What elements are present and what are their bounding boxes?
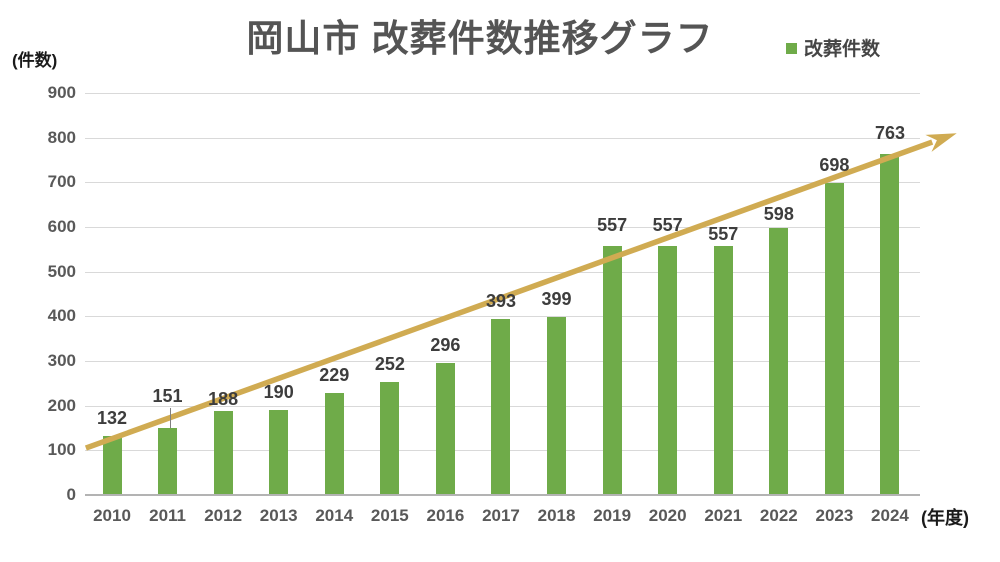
bar-value-label: 393 xyxy=(485,291,516,312)
bar xyxy=(713,246,733,494)
bar-value-label: 598 xyxy=(763,203,794,224)
bar xyxy=(491,319,511,494)
y-tick-label: 700 xyxy=(47,172,76,192)
legend: 改葬件数 xyxy=(786,34,880,61)
bar xyxy=(380,382,400,494)
bar xyxy=(102,436,122,494)
y-tick-label: 900 xyxy=(47,83,76,102)
x-tick-label: 2017 xyxy=(482,506,520,525)
y-tick-label: 400 xyxy=(47,306,76,326)
bar xyxy=(158,427,178,494)
x-tick-label: 2019 xyxy=(593,506,632,525)
bar xyxy=(880,154,900,494)
gridline xyxy=(85,316,920,318)
bar-value-label: 296 xyxy=(430,334,461,355)
bar-value-label: 557 xyxy=(652,215,683,236)
y-tick-label: 200 xyxy=(47,395,76,415)
bar-value-label: 151 xyxy=(152,385,183,406)
x-tick-label: 2012 xyxy=(204,506,243,525)
bar xyxy=(769,227,789,494)
bar-value-label: 763 xyxy=(874,123,905,144)
bar xyxy=(602,246,622,494)
bar xyxy=(658,246,678,494)
y-tick-label: 0 xyxy=(66,485,76,504)
x-tick-label: 2013 xyxy=(259,506,298,525)
bar-value-label: 557 xyxy=(597,215,628,236)
label-leader-line xyxy=(169,407,171,428)
y-axis-unit-label: (件数) xyxy=(12,51,58,70)
gridline xyxy=(85,93,920,94)
gridline xyxy=(85,137,920,139)
x-tick-label: 2010 xyxy=(93,506,131,525)
x-tick-label: 2018 xyxy=(537,506,576,525)
bar xyxy=(824,183,844,494)
y-tick-label: 500 xyxy=(47,261,76,281)
x-axis-unit-label: (年度) xyxy=(921,508,969,528)
bar xyxy=(269,410,289,494)
chart-title: 岡山市 改葬件数推移グラフ xyxy=(246,18,714,59)
bar-value-label: 557 xyxy=(708,224,739,245)
x-tick-label: 2014 xyxy=(315,506,354,525)
y-tick-label: 300 xyxy=(47,351,76,370)
x-tick-label: 2024 xyxy=(871,506,909,525)
x-tick-label: 2021 xyxy=(704,506,743,525)
y-tick-label: 600 xyxy=(47,217,76,236)
bar-value-label: 399 xyxy=(541,288,572,309)
x-axis-line xyxy=(85,494,920,496)
y-tick-label: 100 xyxy=(47,440,76,460)
bar xyxy=(213,411,233,494)
legend-label: 改葬件数 xyxy=(804,39,881,60)
bar-value-label: 229 xyxy=(319,364,350,385)
bar xyxy=(324,392,344,494)
bar-value-label: 698 xyxy=(819,155,850,176)
x-tick-label: 2016 xyxy=(426,506,465,525)
bar xyxy=(435,362,455,494)
y-tick-label: 800 xyxy=(47,127,76,147)
bar-value-label: 190 xyxy=(263,382,294,403)
bar-value-label: 132 xyxy=(96,408,128,429)
x-tick-label: 2015 xyxy=(370,506,409,525)
bar xyxy=(547,316,567,494)
gridline xyxy=(85,227,920,228)
x-tick-label: 2011 xyxy=(149,506,186,525)
x-tick-label: 2022 xyxy=(759,506,798,525)
gridline xyxy=(85,271,920,273)
gridline xyxy=(85,182,920,184)
legend-swatch-icon xyxy=(786,43,797,54)
bar-value-label: 252 xyxy=(374,354,405,375)
bar-value-label: 188 xyxy=(208,389,239,410)
x-tick-label: 2023 xyxy=(815,506,854,525)
x-tick-label: 2020 xyxy=(648,506,687,525)
